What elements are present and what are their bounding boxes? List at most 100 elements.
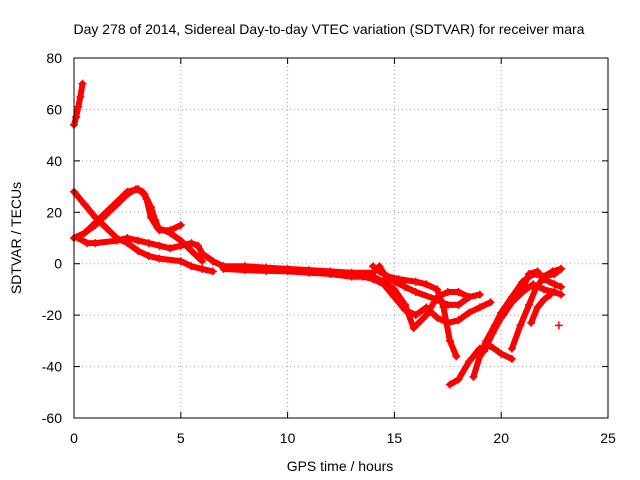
data-point-9-4	[394, 275, 403, 284]
data-point-9-1	[369, 262, 378, 271]
data-point-8-13	[465, 308, 474, 317]
data-point-4-7	[144, 239, 153, 248]
data-point-4-2	[82, 239, 91, 248]
x-axis-label: GPS time / hours	[287, 458, 394, 474]
data-point-13-3	[518, 288, 527, 296]
data-point-1-5	[78, 79, 87, 88]
data-point-5-11	[166, 228, 175, 237]
data-point-5-14	[198, 257, 207, 266]
data-point-9-2	[375, 267, 384, 276]
data-point-11-2	[475, 352, 484, 361]
data-point-7-2	[240, 266, 249, 275]
data-point-5-9	[146, 213, 155, 222]
data-point-8-12	[454, 316, 463, 325]
data-point-12-2	[488, 329, 497, 338]
series-line-12	[481, 268, 564, 355]
data-point-14-7	[557, 264, 566, 273]
data-point-7-1	[219, 264, 228, 273]
series-trace-14	[507, 264, 566, 353]
y-tick-label-3: 0	[54, 256, 62, 272]
data-point-14-1	[507, 344, 516, 353]
y-tick-label-1: -40	[42, 359, 62, 375]
data-point-2-9	[155, 254, 164, 263]
data-point-8-2	[347, 272, 356, 281]
data-point-2-12	[198, 264, 207, 273]
data-point-5-7	[138, 187, 147, 196]
data-point-2-11	[187, 262, 196, 271]
data-point-10-2	[454, 375, 463, 384]
data-point-14-6	[548, 267, 557, 276]
data-point-8-1	[326, 270, 335, 278]
series-trace-2	[70, 187, 217, 276]
data-point-6-13	[411, 288, 420, 296]
data-point-4-4	[112, 236, 121, 245]
data-point-2-4	[102, 223, 111, 232]
data-point-2-8	[144, 252, 153, 260]
x-tick-label-4: 20	[493, 430, 509, 446]
data-point-5-3	[102, 210, 111, 219]
data-point-4-8	[155, 241, 164, 250]
data-point-14-5	[539, 272, 548, 281]
data-point-12-9	[550, 280, 559, 289]
data-point-13-6	[550, 288, 559, 296]
data-point-12-7	[533, 267, 542, 276]
data-point-15-2	[533, 303, 542, 312]
data-point-1-3	[74, 102, 83, 111]
y-axis-label: SDTVAR / TECUs	[8, 182, 24, 294]
data-point-7-5	[304, 268, 313, 277]
data-point-2-10	[176, 257, 185, 266]
data-point-2-2	[80, 200, 89, 209]
data-point-15-3	[539, 295, 548, 304]
data-point-7-18	[475, 290, 484, 299]
data-point-13-7	[557, 290, 566, 299]
data-point-16-1	[554, 321, 563, 330]
data-point-7-12	[409, 324, 418, 332]
data-point-4-14	[208, 257, 217, 266]
data-point-5-5	[123, 190, 132, 199]
data-point-10-7	[507, 354, 516, 363]
y-tick-label-6: 60	[46, 101, 62, 117]
y-tick-label-5: 40	[46, 153, 62, 169]
data-point-5-1	[80, 228, 89, 237]
data-point-8-4	[369, 275, 378, 284]
data-point-1-4	[76, 92, 85, 101]
data-point-5-6	[131, 185, 140, 194]
data-point-4-11	[187, 239, 196, 248]
data-point-2-7	[134, 246, 143, 255]
data-point-15-4	[546, 290, 555, 299]
data-point-4-3	[91, 239, 100, 248]
data-point-8-6	[390, 293, 399, 302]
chart-title: Day 278 of 2014, Sidereal Day-to-day VTE…	[74, 21, 585, 37]
data-point-9-10	[452, 352, 461, 361]
plot-frame	[73, 57, 609, 419]
series-trace-9	[369, 262, 461, 361]
data-point-8-15	[486, 298, 495, 307]
data-point-9-8	[439, 303, 448, 312]
data-point-4-12	[193, 241, 202, 250]
x-tick-label-0: 0	[70, 430, 78, 446]
data-point-7-16	[454, 288, 463, 296]
data-point-14-4	[531, 285, 540, 294]
data-point-15-1	[527, 318, 536, 327]
data-point-10-3	[465, 357, 474, 366]
data-point-9-3	[383, 272, 392, 281]
data-point-9-5	[411, 277, 420, 286]
data-point-7-13	[422, 311, 431, 320]
data-point-8-5	[379, 280, 388, 289]
data-point-6-16	[454, 300, 463, 309]
data-point-5-2	[91, 221, 100, 230]
data-series	[70, 79, 566, 389]
series-line-5	[81, 186, 206, 265]
tick-labels: 0 5 10 15 20 25 -60 -40 -20 0 20 40 60 80	[42, 50, 616, 446]
series-line-9	[370, 263, 460, 360]
data-point-10-6	[497, 349, 506, 358]
data-point-9-9	[445, 336, 454, 345]
data-point-7-3	[262, 266, 271, 275]
data-point-8-3	[358, 272, 367, 281]
data-point-5-13	[187, 246, 196, 255]
data-point-5-8	[142, 195, 151, 204]
series-trace-13	[499, 280, 566, 320]
data-point-13-5	[539, 285, 548, 294]
y-tick-label-2: -20	[42, 307, 62, 323]
